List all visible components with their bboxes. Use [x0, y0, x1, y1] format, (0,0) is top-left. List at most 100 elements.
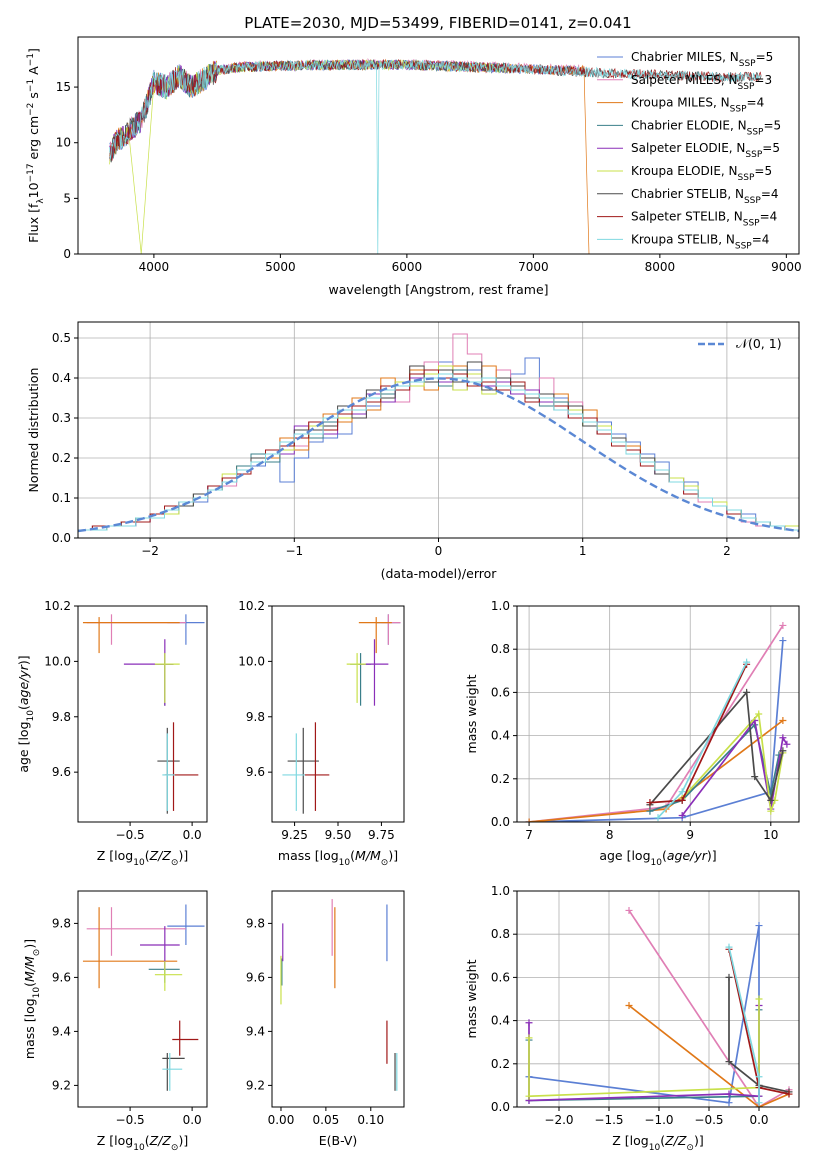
y-tick-label: 9.4: [52, 1024, 71, 1038]
data-point: [625, 1001, 633, 1009]
data-point: [725, 1090, 733, 1098]
x-tick-label: 9000: [771, 260, 802, 274]
y-tick-label: 10.2: [44, 599, 71, 613]
x-tick-label: 0.05: [313, 1113, 340, 1127]
y-tick-label: 9.6: [246, 970, 265, 984]
legend-label: Kroupa STELIB, NSSP=4: [631, 232, 769, 251]
x-axis-label: wavelength [Angstrom, rest frame]: [328, 282, 548, 297]
data-point: [751, 773, 759, 781]
x-tick-label: 0.0: [183, 1113, 202, 1127]
data-point: [743, 658, 751, 666]
y-tick-label: 0.2: [491, 1057, 510, 1071]
data-point: [783, 740, 791, 748]
data-point: [779, 621, 787, 629]
data-point: [654, 814, 662, 822]
data-point: [767, 807, 775, 815]
legend-label: Salpeter MILES, NSSP=3: [631, 73, 772, 92]
data-point: [767, 796, 775, 804]
data-point: [779, 716, 787, 724]
y-tick-label: 0: [63, 247, 71, 261]
data-point: [779, 637, 787, 645]
legend-label: Kroupa MILES, NSSP=4: [631, 96, 764, 115]
data-point: [678, 812, 686, 820]
x-tick-label: −1.0: [644, 1113, 673, 1127]
data-point: [725, 973, 733, 981]
gaussian-curve: [78, 377, 799, 533]
weight-line: [529, 640, 784, 822]
x-tick-label: 7: [525, 828, 533, 842]
age-vs-mass-panel: 9.25 9.50 9.75 9.6 9.8 10.0 10.2 mass [log10(M/…: [238, 599, 405, 868]
y-tick-label: 15: [56, 80, 71, 94]
axes-frame: [77, 890, 208, 1108]
legend: Chabrier MILES, NSSP=5 Salpeter MILES, NS…: [597, 50, 781, 251]
weight-line: [628, 1004, 790, 1107]
legend-label: Salpeter STELIB, NSSP=4: [631, 210, 777, 229]
data-point: [525, 1034, 533, 1042]
plot-area: [525, 906, 793, 1107]
y-tick-label: 9.6: [52, 970, 71, 984]
y-axis-label: mass weight: [464, 674, 479, 753]
x-tick-label: 9.75: [368, 828, 395, 842]
y-tick-label: 5: [63, 191, 71, 205]
weight-line: [657, 661, 748, 819]
x-axis-label: Z [log10(Z/Z⊙)]: [97, 1133, 188, 1153]
mass-vs-z-panel: −0.5 0.0 9.2 9.4 9.6 9.8 Z [log10(Z/Z⊙)] mass […: [22, 890, 208, 1153]
x-tick-label: 10: [763, 828, 778, 842]
data-point: [525, 1092, 533, 1100]
x-tick-label: 8000: [645, 260, 676, 274]
data-point: [725, 1058, 733, 1066]
x-axis-label: E(B-V): [319, 1133, 358, 1148]
y-axis-label: age [log10(age/yr)]: [16, 655, 36, 772]
data-point: [743, 688, 751, 696]
x-axis-label: Z [log10(Z/Z⊙)]: [97, 848, 188, 868]
x-tick-label: −0.5: [694, 1113, 723, 1127]
x-tick-label: −2.0: [544, 1113, 573, 1127]
y-tick-label: 1.0: [491, 884, 510, 898]
y-tick-label: 9.8: [246, 916, 265, 930]
x-tick-label: 0.00: [268, 1113, 295, 1127]
weight-line: [529, 624, 784, 822]
y-tick-label: 0.4: [491, 729, 510, 743]
axes-frame: [271, 605, 405, 823]
weight-line: [528, 999, 760, 1098]
y-tick-label: 0.0: [491, 815, 510, 829]
x-tick-label: −1.5: [594, 1113, 623, 1127]
legend-label: Chabrier STELIB, NSSP=4: [631, 187, 779, 206]
x-tick-label: −0.5: [116, 828, 145, 842]
x-tick-label: −2: [141, 544, 159, 558]
x-tick-label: 0: [435, 544, 443, 558]
data-point: [755, 922, 763, 930]
legend-label: Kroupa ELODIE, NSSP=5: [631, 164, 772, 183]
weight-line: [628, 909, 790, 1107]
y-axis-label: mass [log10(M/M⊙)]: [22, 939, 42, 1059]
y-tick-label: 10: [56, 136, 71, 150]
data-point: [755, 1073, 763, 1081]
y-tick-label: 0.5: [52, 331, 71, 345]
y-axis-label: Flux [fλ10−17 erg cm−2 s−1 A−1]: [26, 48, 46, 243]
y-tick-label: 0.0: [491, 1100, 510, 1114]
y-tick-label: 9.4: [246, 1024, 265, 1038]
y-tick-label: 10.0: [238, 654, 265, 668]
x-tick-label: 0.0: [183, 828, 202, 842]
weight-line: [649, 663, 748, 804]
data-point: [525, 818, 533, 822]
plot-area: [78, 333, 799, 533]
x-tick-label: −0.5: [116, 1113, 145, 1127]
x-tick-label: 7000: [518, 260, 549, 274]
plot-area: [82, 904, 205, 1091]
data-point: [625, 906, 633, 914]
y-tick-label: 9.6: [52, 765, 71, 779]
x-axis-label: mass [log10(M/M⊙)]: [278, 848, 398, 868]
x-tick-label: 9.25: [281, 828, 308, 842]
axes-frame: [77, 36, 800, 255]
x-tick-label: 9.50: [325, 828, 352, 842]
mass-vs-ebv-panel: 0.00 0.05 0.10 9.2 9.4 9.6 9.8 E(B-V): [246, 890, 405, 1148]
x-tick-label: −1: [285, 544, 303, 558]
y-tick-label: 0.0: [52, 531, 71, 545]
plot-area: [280, 899, 398, 1091]
data-point: [678, 796, 686, 804]
x-tick-label: 1: [579, 544, 587, 558]
x-tick-label: 5000: [265, 260, 296, 274]
data-point: [678, 788, 686, 796]
